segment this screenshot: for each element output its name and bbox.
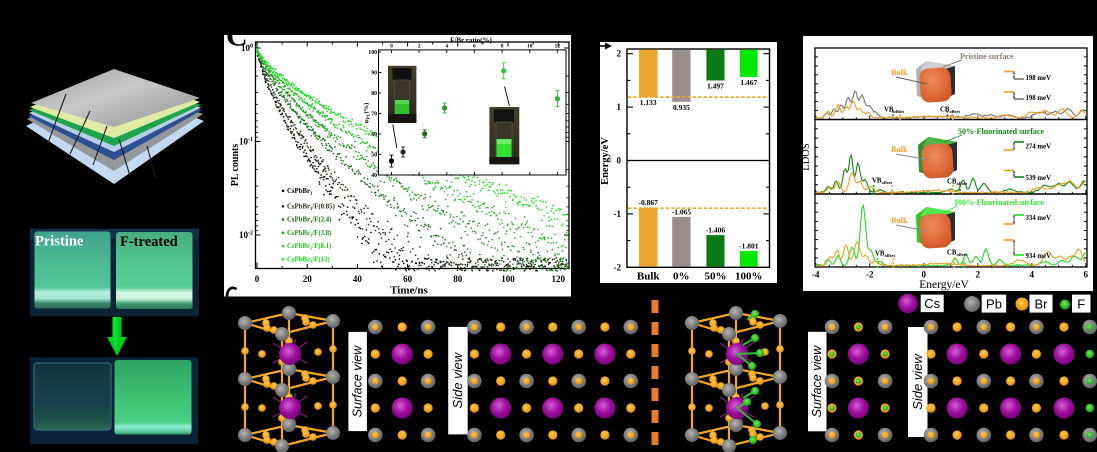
- svg-text:80: 80: [453, 274, 463, 284]
- svg-text:0: 0: [922, 270, 927, 280]
- svg-text:100: 100: [241, 43, 253, 53]
- svg-text:PL counts: PL counts: [230, 144, 241, 187]
- svg-text:Energy/eV: Energy/eV: [919, 279, 969, 291]
- svg-text:Bulk: Bulk: [891, 68, 908, 77]
- svg-text:CBoffset: CBoffset: [940, 107, 960, 115]
- svg-text:10-1: 10-1: [239, 137, 253, 147]
- svg-text:0: 0: [390, 44, 393, 50]
- svg-text:20: 20: [303, 274, 313, 284]
- svg-text:F-treated: F-treated: [120, 234, 178, 250]
- svg-text:50: 50: [371, 153, 377, 159]
- svg-text:Bulk: Bulk: [891, 216, 908, 225]
- svg-text:CsPbBr3/F(3.8): CsPbBr3/F(3.8): [287, 230, 331, 238]
- svg-text:198 meV: 198 meV: [1026, 95, 1052, 102]
- svg-text:CsPbBr3/F(8.1): CsPbBr3/F(8.1): [287, 243, 331, 251]
- svg-text:-1.065: -1.065: [672, 207, 692, 216]
- svg-text:Side view: Side view: [450, 351, 465, 408]
- svg-text:Side view: Side view: [910, 353, 925, 410]
- svg-text:2: 2: [617, 49, 622, 59]
- svg-text:CsPbBr3/F(2.4): CsPbBr3/F(2.4): [287, 217, 331, 225]
- svg-text:Energy/eV: Energy/eV: [600, 137, 611, 185]
- svg-text:F/Br ratio(%): F/Br ratio(%): [450, 37, 492, 45]
- svg-text:-1.801: -1.801: [739, 242, 759, 251]
- svg-text:1.497: 1.497: [707, 82, 724, 91]
- svg-text:-0.867: -0.867: [639, 198, 659, 207]
- svg-text:CBoffset: CBoffset: [947, 179, 967, 187]
- svg-text:C: C: [226, 20, 248, 53]
- svg-text:Time/ns: Time/ns: [390, 285, 428, 297]
- svg-text:CsPbBr3/F(12): CsPbBr3/F(12): [287, 257, 330, 265]
- svg-text:100: 100: [368, 50, 377, 56]
- svg-text:934 meV: 934 meV: [1026, 253, 1052, 260]
- svg-text:Pristine surface: Pristine surface: [960, 52, 1014, 61]
- svg-text:-1: -1: [614, 209, 622, 219]
- svg-text:VBoffset: VBoffset: [875, 251, 895, 259]
- svg-text:Cs: Cs: [924, 296, 940, 311]
- svg-text:40: 40: [371, 173, 377, 179]
- svg-text:Bulk: Bulk: [637, 271, 661, 283]
- svg-text:0%: 0%: [673, 271, 690, 283]
- svg-text:334 meV: 334 meV: [1026, 215, 1052, 222]
- svg-text:70: 70: [371, 112, 377, 118]
- svg-text:-2: -2: [866, 270, 874, 280]
- svg-text:50%-Fluorinated surface: 50%-Fluorinated surface: [958, 127, 1044, 136]
- svg-text:Pristine: Pristine: [35, 234, 84, 250]
- svg-text:10: 10: [527, 44, 533, 50]
- svg-text:1.133: 1.133: [640, 98, 657, 107]
- svg-text:539 meV: 539 meV: [1026, 175, 1052, 182]
- svg-text:Br: Br: [1035, 297, 1049, 312]
- svg-text:50%: 50%: [705, 271, 727, 283]
- svg-text:60: 60: [371, 132, 377, 138]
- svg-text:-2: -2: [614, 262, 622, 272]
- svg-text:100: 100: [501, 274, 515, 284]
- svg-text:2: 2: [976, 270, 981, 280]
- svg-text:40: 40: [353, 274, 363, 284]
- svg-text:274 meV: 274 meV: [1026, 144, 1052, 151]
- svg-text:100%-Fluorinated surface: 100%-Fluorinated surface: [954, 198, 1044, 207]
- svg-text:100%: 100%: [735, 271, 763, 283]
- svg-text:0: 0: [617, 156, 622, 166]
- svg-text:8: 8: [501, 44, 504, 50]
- svg-text:φPL(%): φPL(%): [363, 103, 371, 124]
- svg-text:0: 0: [255, 274, 260, 284]
- svg-text:4: 4: [1030, 270, 1035, 280]
- svg-text:120: 120: [551, 274, 565, 284]
- svg-text:-4: -4: [812, 270, 820, 280]
- svg-text:Surface view: Surface view: [351, 345, 365, 418]
- svg-text:60: 60: [403, 274, 413, 284]
- svg-text:-1.406: -1.406: [706, 226, 726, 235]
- svg-text:4: 4: [445, 44, 448, 50]
- svg-text:1.467: 1.467: [740, 78, 757, 87]
- svg-text:0.935: 0.935: [673, 103, 690, 112]
- svg-text:VBoffset: VBoffset: [872, 178, 892, 186]
- svg-text:LDOS: LDOS: [801, 143, 812, 171]
- svg-text:VBoffset: VBoffset: [884, 107, 904, 115]
- svg-text:90: 90: [371, 71, 377, 77]
- svg-text:6: 6: [1084, 270, 1089, 280]
- svg-text:1: 1: [617, 102, 622, 112]
- svg-text:Bulk: Bulk: [891, 145, 908, 154]
- svg-text:2: 2: [418, 44, 421, 50]
- svg-text:F: F: [1077, 297, 1085, 312]
- svg-text:80: 80: [371, 91, 377, 97]
- svg-text:198 meV: 198 meV: [1026, 75, 1052, 82]
- svg-text:12: 12: [555, 44, 561, 50]
- svg-text:Surface view: Surface view: [810, 345, 824, 418]
- svg-text:CsPbBr3: CsPbBr3: [287, 188, 313, 196]
- svg-text:CsPbBr3/F(0.85): CsPbBr3/F(0.85): [287, 204, 335, 212]
- svg-text:CBoffset: CBoffset: [947, 250, 967, 258]
- svg-text:10-2: 10-2: [239, 230, 253, 240]
- svg-text:6: 6: [473, 44, 476, 50]
- svg-text:Pb: Pb: [986, 297, 1002, 312]
